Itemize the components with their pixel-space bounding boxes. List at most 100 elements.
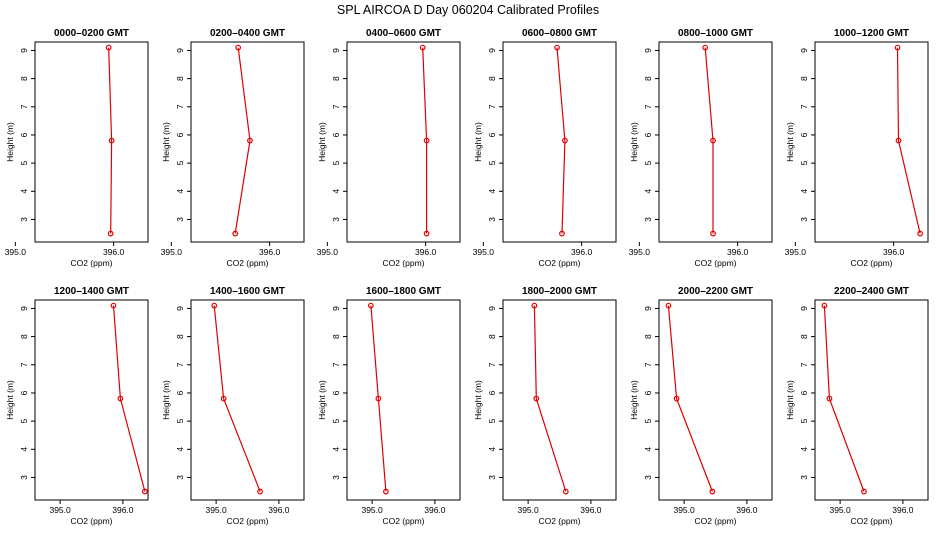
y-tick-label: 7 [799, 104, 809, 109]
data-point [826, 395, 833, 402]
y-tick-label: 9 [175, 48, 185, 53]
y-tick-label: 7 [19, 104, 29, 109]
y-tick-label: 8 [331, 76, 341, 81]
plot-frame [190, 41, 305, 243]
y-tick-label: 4 [799, 189, 809, 194]
plot-frame [658, 41, 773, 243]
panel-title: 0600–0800 GMT [522, 28, 597, 39]
data-point [220, 395, 227, 402]
series-line [823, 305, 865, 492]
data-point [533, 395, 540, 402]
y-tick-label: 6 [175, 132, 185, 137]
panel-title: 1800–2000 GMT [522, 286, 597, 297]
y-tick-label: 5 [799, 160, 809, 165]
x-tick-label: 395.0 [161, 247, 183, 257]
x-axis-label: CO2 (ppm) [694, 516, 736, 526]
plot-frame [34, 41, 149, 243]
plot-frame [658, 299, 773, 501]
y-tick-label: 9 [487, 306, 497, 311]
data-point [531, 302, 538, 309]
panel-title: 2200–2400 GMT [834, 286, 909, 297]
y-tick-label: 5 [175, 418, 185, 423]
plot-frame [502, 299, 617, 501]
y-axis-label: Height (m) [5, 380, 15, 420]
y-tick-label: 9 [487, 48, 497, 53]
data-point [141, 488, 148, 495]
x-tick-label: 396.0 [892, 505, 914, 515]
y-tick-label: 8 [19, 76, 29, 81]
plot-frame [814, 299, 929, 501]
y-axis-label: Height (m) [317, 380, 327, 420]
x-tick-label: 396.0 [424, 505, 446, 515]
y-tick-label: 5 [487, 418, 497, 423]
y-tick-label: 6 [175, 390, 185, 395]
data-point [247, 137, 253, 144]
x-axis-label: CO2 (ppm) [226, 516, 268, 526]
plot-frame [346, 41, 461, 243]
y-tick-label: 5 [19, 418, 29, 423]
y-tick-label: 3 [487, 475, 497, 480]
series-line [704, 47, 714, 234]
y-axis-label: Height (m) [629, 122, 639, 162]
panel-title: 1200–1400 GMT [54, 286, 129, 297]
x-tick-label: 396.0 [727, 247, 749, 257]
y-tick-label: 3 [175, 475, 185, 480]
y-tick-label: 8 [487, 76, 497, 81]
y-tick-label: 6 [643, 132, 653, 137]
data-point [559, 230, 565, 237]
data-point [702, 44, 709, 51]
data-point [423, 137, 430, 144]
y-tick-label: 7 [487, 104, 497, 109]
series-line [213, 305, 261, 492]
y-tick-label: 9 [175, 306, 185, 311]
x-tick-label: 395.0 [49, 505, 71, 515]
x-tick-label: 396.0 [580, 505, 602, 515]
data-point [375, 395, 382, 402]
y-tick-label: 3 [799, 475, 809, 480]
y-tick-label: 6 [643, 390, 653, 395]
y-tick-label: 6 [799, 390, 809, 395]
x-axis-label: CO2 (ppm) [538, 516, 580, 526]
data-point [423, 230, 430, 237]
series-line [533, 305, 567, 492]
y-tick-label: 3 [19, 217, 29, 222]
series-line [108, 47, 113, 234]
y-tick-label: 8 [643, 76, 653, 81]
x-tick-label: 396.0 [883, 247, 905, 257]
y-tick-label: 8 [19, 334, 29, 339]
x-tick-label: 396.0 [736, 505, 758, 515]
y-tick-label: 5 [643, 418, 653, 423]
series-line [896, 47, 921, 234]
y-tick-label: 4 [799, 447, 809, 452]
x-tick-label: 396.0 [259, 247, 281, 257]
data-point [665, 302, 672, 309]
data-point [562, 488, 569, 495]
x-tick-label: 395.0 [473, 247, 495, 257]
y-tick-label: 6 [487, 132, 497, 137]
y-axis-label: Height (m) [785, 380, 795, 420]
y-axis-label: Height (m) [161, 122, 171, 162]
y-tick-label: 7 [331, 104, 341, 109]
y-tick-label: 8 [799, 76, 809, 81]
y-tick-label: 7 [19, 362, 29, 367]
y-tick-label: 5 [331, 160, 341, 165]
y-tick-label: 8 [643, 334, 653, 339]
x-tick-label: 395.0 [829, 505, 851, 515]
panel-title: 0000–0200 GMT [54, 28, 129, 39]
panel-title: 1000–1200 GMT [834, 28, 909, 39]
data-point [861, 488, 867, 495]
y-tick-label: 9 [331, 306, 341, 311]
panel-title: 0400–0600 GMT [366, 28, 441, 39]
data-point [821, 302, 828, 309]
y-axis-label: Height (m) [161, 380, 171, 420]
data-point [105, 44, 112, 51]
y-tick-label: 7 [643, 104, 653, 109]
plot-frame [814, 41, 929, 243]
panel-title: 0200–0400 GMT [210, 28, 285, 39]
